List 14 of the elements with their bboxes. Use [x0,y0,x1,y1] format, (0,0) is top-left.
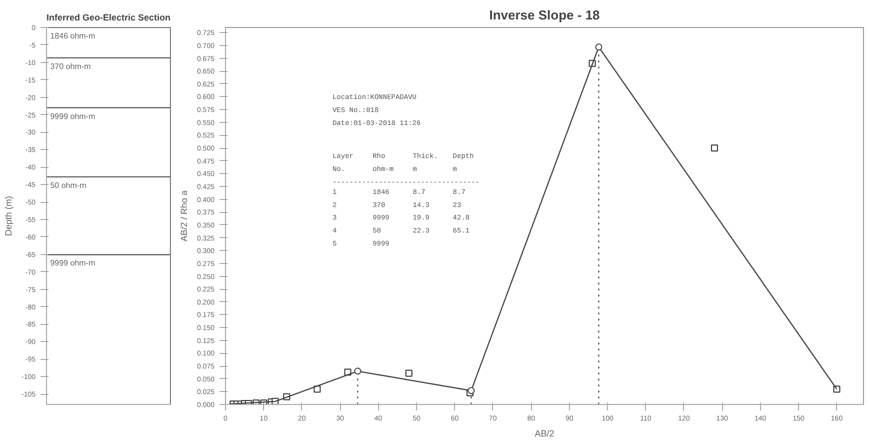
series-label: 9999 ohm-m [50,112,96,121]
chart-title: Inferred Geo-Electric Section [46,12,171,22]
x-axis-title: AB/2 [534,428,554,438]
y-axis-title: Depth (m) [3,196,14,236]
point [405,370,412,377]
series-label: 370 ohm-m [50,62,92,71]
y-axis-title: AB/2 / Rho a [178,190,189,242]
point [354,368,362,375]
series-label: 9999 ohm-m [50,258,96,268]
chart-title: Inverse Slope - 18 [489,8,600,22]
point [595,43,602,50]
series-label: 50 ohm-m [50,180,87,190]
point [711,144,718,152]
series-label: 1846 ohm-m [50,32,96,40]
